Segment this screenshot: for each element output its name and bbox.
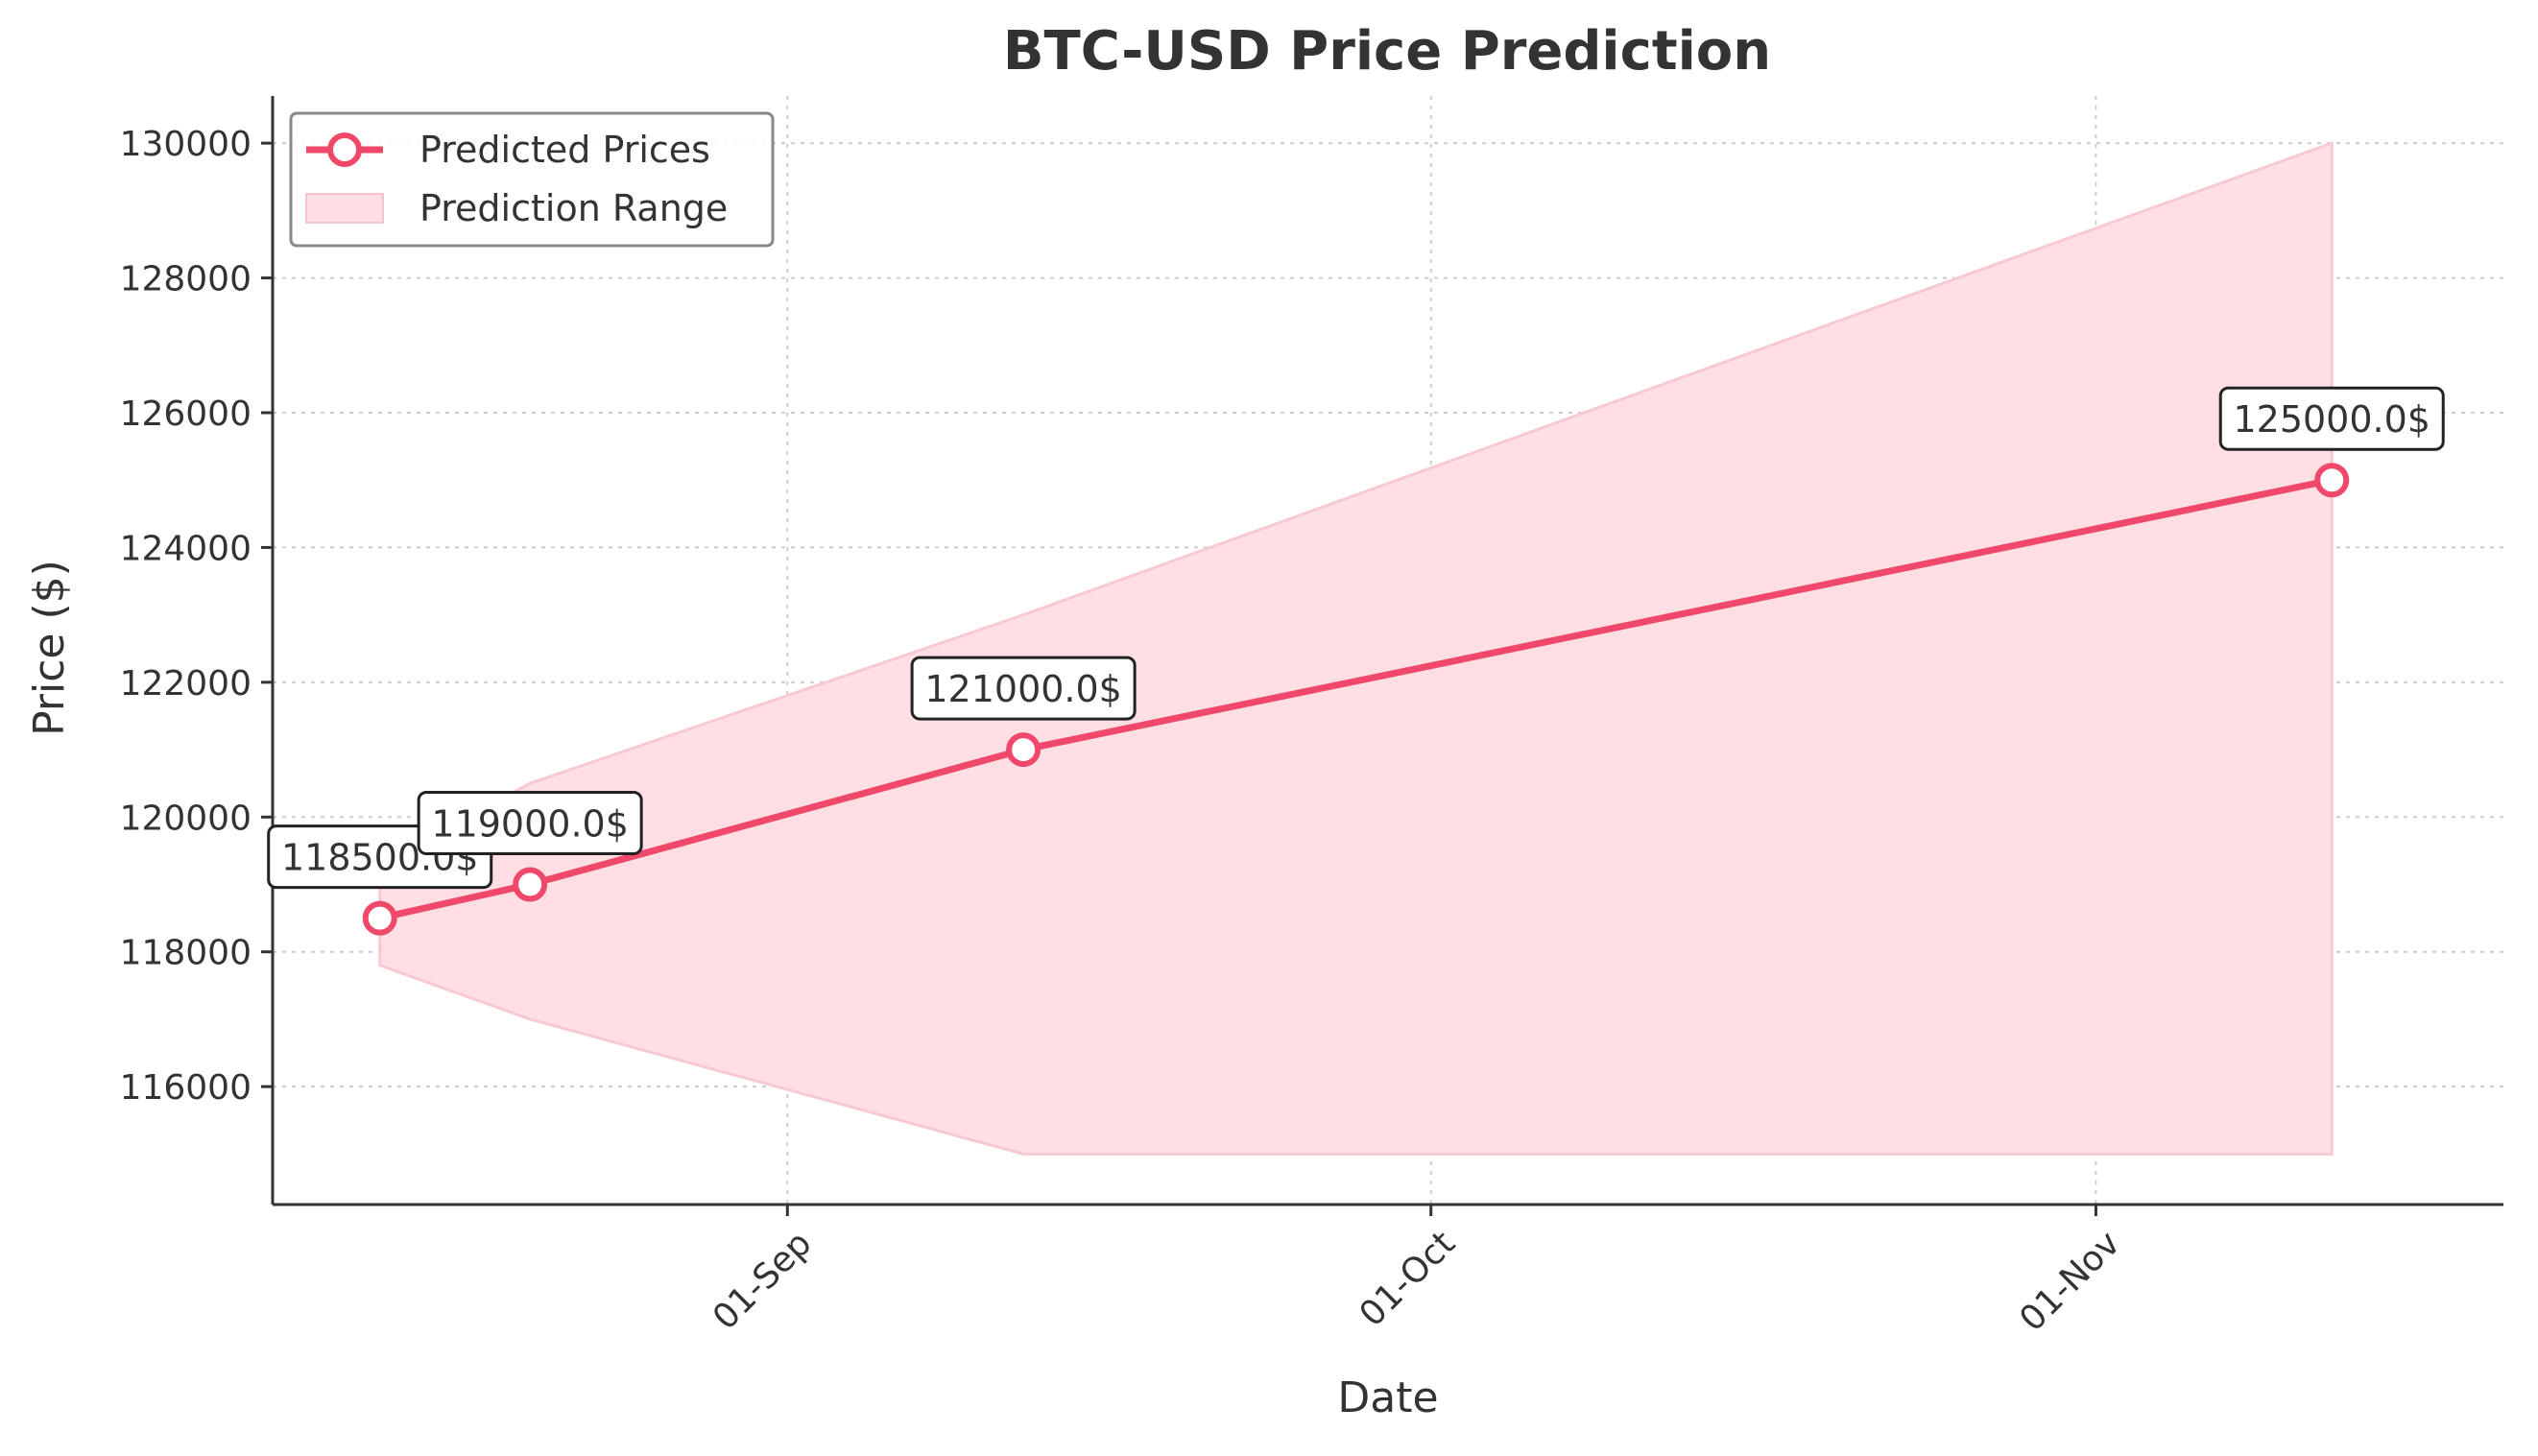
x-axis-label: Date bbox=[1337, 1373, 1438, 1422]
data-point bbox=[362, 900, 397, 936]
y-axis-label: Price ($) bbox=[25, 560, 74, 736]
legend: Predicted Prices Prediction Range bbox=[289, 111, 775, 248]
y-tick-label: 124000 bbox=[120, 529, 251, 568]
y-tick-label: 122000 bbox=[120, 664, 251, 704]
predicted-prices-line bbox=[378, 476, 2333, 922]
predicted-prices-series bbox=[362, 463, 2350, 936]
data-label-box bbox=[910, 656, 1137, 721]
data-label-text: 125000.0$ bbox=[2233, 398, 2430, 441]
y-tick-label: 118000 bbox=[120, 934, 251, 973]
legend-label-predicted-prices: Predicted Prices bbox=[419, 129, 710, 171]
data-label-box bbox=[2218, 386, 2445, 451]
prediction-range-band bbox=[378, 141, 2334, 1156]
data-point bbox=[513, 867, 548, 902]
data-point bbox=[2314, 463, 2350, 498]
chart-title: BTC-USD Price Prediction bbox=[1003, 20, 1771, 83]
prediction-range-area bbox=[378, 141, 2334, 1156]
y-tick-label: 128000 bbox=[120, 260, 251, 299]
data-label-text: 119000.0$ bbox=[431, 802, 629, 845]
point-labels: 118500.0$119000.0$121000.0$125000.0$ bbox=[267, 386, 2445, 890]
x-tick-label: 01-Sep bbox=[706, 1224, 820, 1338]
legend-label-prediction-range: Prediction Range bbox=[419, 187, 728, 229]
x-tick-label: 01-Nov bbox=[2012, 1224, 2127, 1339]
legend-frame bbox=[289, 111, 775, 248]
data-label-text: 121000.0$ bbox=[924, 668, 1122, 710]
data-label: 121000.0$ bbox=[910, 656, 1137, 721]
x-tick-label: 01-Oct bbox=[1353, 1224, 1463, 1334]
y-tick-label: 130000 bbox=[120, 125, 251, 164]
legend-point-marker bbox=[327, 132, 362, 167]
legend-range-swatch bbox=[305, 193, 384, 224]
y-tick-label: 126000 bbox=[120, 394, 251, 434]
data-label-box bbox=[417, 790, 643, 855]
data-point bbox=[1006, 732, 1042, 768]
data-label: 125000.0$ bbox=[2218, 386, 2445, 451]
y-tick-label: 120000 bbox=[120, 799, 251, 838]
data-label: 119000.0$ bbox=[417, 790, 643, 855]
y-tick-label: 116000 bbox=[120, 1068, 251, 1108]
